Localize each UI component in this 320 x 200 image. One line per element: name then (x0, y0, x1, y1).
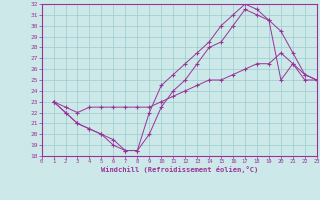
X-axis label: Windchill (Refroidissement éolien,°C): Windchill (Refroidissement éolien,°C) (100, 166, 258, 173)
